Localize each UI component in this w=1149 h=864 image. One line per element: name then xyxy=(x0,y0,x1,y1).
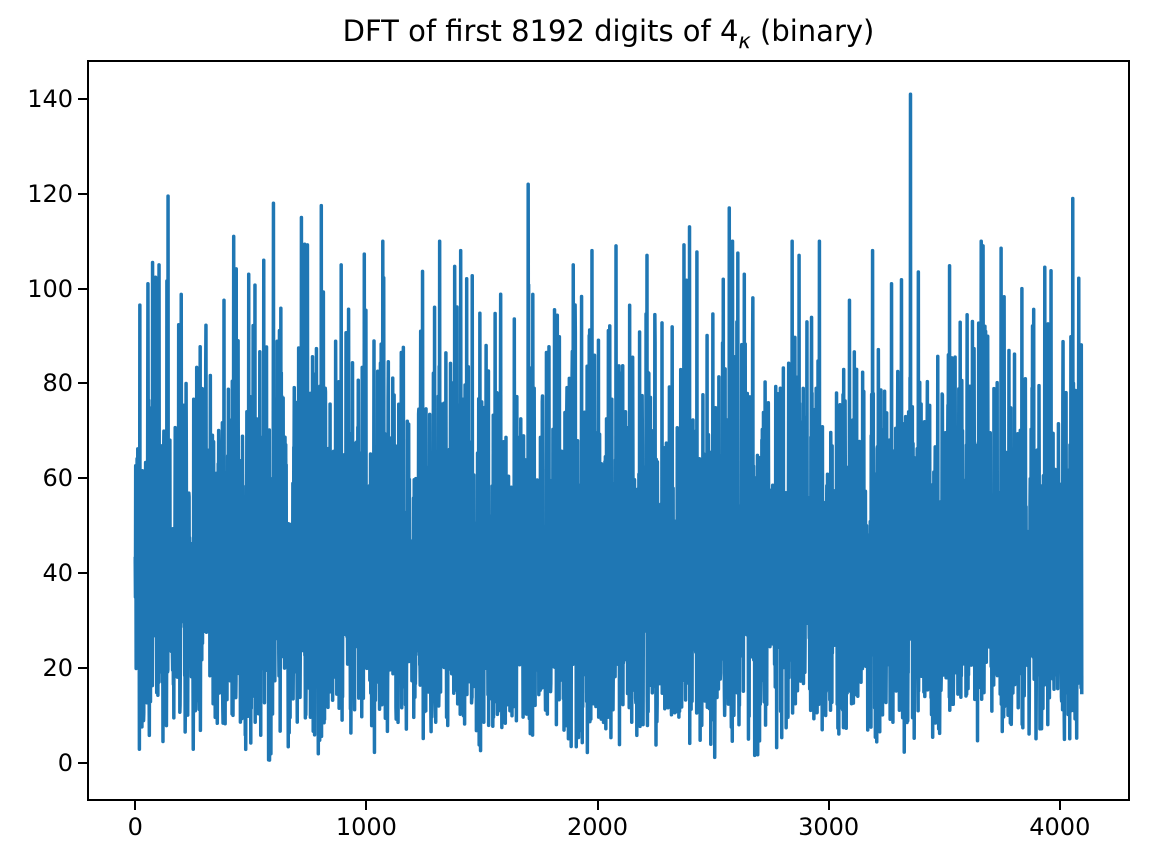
x-tick-label-2000: 2000 xyxy=(566,813,629,841)
y-tick-mark-120 xyxy=(78,192,87,195)
y-tick-label-100: 100 xyxy=(27,274,73,303)
dft-magnitude-line-chart xyxy=(133,92,1084,762)
x-tick-mark-0 xyxy=(134,801,137,810)
x-tick-label-3000: 3000 xyxy=(798,813,860,841)
chart-title-prefix: DFT of first 8192 digits of 4 xyxy=(342,14,739,48)
y-tick-mark-20 xyxy=(78,666,87,669)
y-tick-label-20: 20 xyxy=(42,653,73,682)
x-tick-label-1000: 1000 xyxy=(335,813,397,841)
y-tick-label-40: 40 xyxy=(42,558,73,587)
chart-title-subscript: κ xyxy=(738,28,751,53)
plot-area xyxy=(87,60,1130,801)
y-tick-mark-140 xyxy=(78,97,87,100)
x-tick-label-4000: 4000 xyxy=(1029,813,1091,841)
y-tick-label-60: 60 xyxy=(42,464,73,493)
chart-title-suffix: (binary) xyxy=(750,14,875,48)
y-tick-label-140: 140 xyxy=(27,84,73,113)
y-tick-mark-0 xyxy=(78,761,87,764)
y-tick-mark-40 xyxy=(78,571,87,574)
x-tick-mark-1000 xyxy=(365,801,368,810)
y-tick-mark-100 xyxy=(78,287,87,290)
x-tick-label-0: 0 xyxy=(127,813,143,841)
dft-series-line xyxy=(133,92,1084,762)
x-tick-mark-4000 xyxy=(1058,801,1061,810)
y-tick-label-80: 80 xyxy=(42,369,73,398)
x-tick-mark-2000 xyxy=(596,801,599,810)
x-tick-mark-3000 xyxy=(827,801,830,810)
y-tick-label-0: 0 xyxy=(57,748,73,777)
y-tick-mark-80 xyxy=(78,382,87,385)
y-tick-label-120: 120 xyxy=(27,179,73,208)
y-tick-mark-60 xyxy=(78,477,87,480)
chart-title: DFT of first 8192 digits of 4κ (binary) xyxy=(87,14,1130,51)
